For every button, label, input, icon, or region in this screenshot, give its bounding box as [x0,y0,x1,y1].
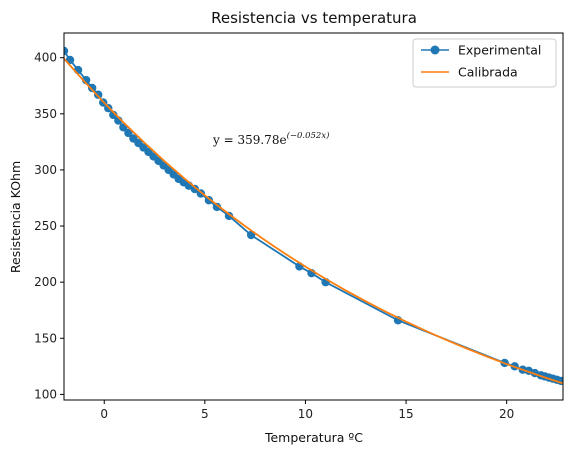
data-point-experimental [124,128,133,138]
x-tick-label: 5 [201,407,209,421]
x-tick-label: 10 [298,407,313,421]
chart-title: Resistencia vs temperatura [211,9,417,27]
series-layer [64,46,563,386]
x-tick-label: 15 [398,407,413,421]
x-axis: 0 5 10 15 20 [100,400,514,421]
y-axis: 100 150 200 250 300 350 400 [34,51,64,401]
y-tick-label: 200 [34,275,57,289]
legend-label-calibrada: Calibrada [458,65,518,80]
y-tick-label: 350 [34,107,57,121]
legend: Experimental Calibrada [412,38,557,88]
legend-label-experimental: Experimental [458,43,541,58]
data-point-experimental [87,83,97,93]
y-tick-label: 150 [34,331,57,345]
data-point-experimental [212,202,222,212]
equation-prefix: y = 359.78e [212,133,287,147]
data-point-experimental [190,184,199,194]
x-tick-label: 20 [499,407,514,421]
data-point-experimental [224,211,234,221]
y-tick-label: 300 [34,163,57,177]
y-axis-label: Resistencia KOhm [8,161,23,273]
legend-marker-experimental [430,45,440,55]
equation-annotation: y = 359.78e(−0.052x) [212,130,329,147]
plot-background [64,33,563,400]
y-tick-label: 250 [34,219,57,233]
y-tick-label: 100 [34,387,57,401]
series-line-calibrada [64,57,563,385]
data-point-experimental [64,46,69,56]
legend-box [412,38,557,88]
equation-exponent: (−0.052x) [287,130,330,141]
data-point-experimental [94,90,103,99]
plot-frame [63,32,564,401]
x-axis-label: Temperatura ºC [264,430,363,445]
x-tick-label: 0 [100,407,108,421]
y-tick-label: 400 [34,51,57,65]
data-point-experimental [109,110,118,120]
data-point-experimental [204,196,214,205]
series-group [64,46,563,386]
plot-area [64,33,563,400]
